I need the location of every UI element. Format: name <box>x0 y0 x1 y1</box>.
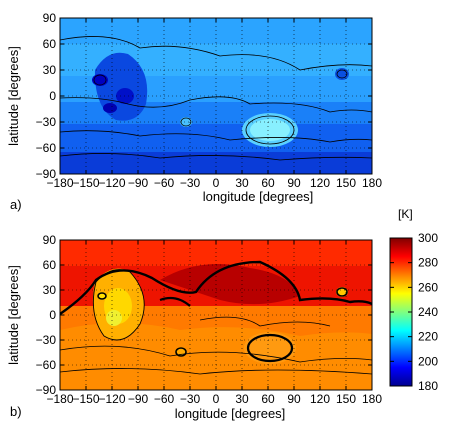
y-tick-label: −30 <box>36 333 57 347</box>
panel-b-xlabel: longitude [degrees] <box>175 406 286 421</box>
y-tick-label: 0 <box>49 89 56 103</box>
panel-a-x-ticks: −180−150−120 −90 −60 −30 0 30 60 90 120 150 180 <box>46 18 382 190</box>
colorbar-tick-label: 180 <box>418 379 438 393</box>
panel-b-x-ticks: −180−150−120 −90 −60 −30 0 30 60 90 120 150 180 <box>46 240 382 406</box>
colorbar: [K] 300 280 260 240 220 200 180 <box>389 207 438 393</box>
colorbar-ticks: 300 280 260 240 220 200 180 <box>390 231 438 393</box>
x-tick-label: −30 <box>180 392 201 406</box>
panel-b-y-ticks: 90 60 30 0 −30 −60 −90 <box>36 233 372 397</box>
colorbar-tick-label: 280 <box>418 256 438 270</box>
y-tick-label: −90 <box>36 383 57 397</box>
x-tick-label: 60 <box>261 176 275 190</box>
y-tick-label: −90 <box>36 167 57 181</box>
x-tick-label: −150 <box>72 392 99 406</box>
panel-a-label: a) <box>10 197 22 212</box>
panel-a-grid <box>60 18 372 174</box>
y-tick-label: 90 <box>43 11 57 25</box>
x-tick-label: −60 <box>154 176 175 190</box>
colorbar-unit-label: [K] <box>398 207 413 221</box>
x-tick-label: −180 <box>46 176 73 190</box>
y-tick-label: 60 <box>43 37 57 51</box>
y-tick-label: 90 <box>43 233 57 247</box>
y-tick-label: −30 <box>36 115 57 129</box>
x-tick-label: 120 <box>310 176 330 190</box>
x-tick-label: 60 <box>261 392 275 406</box>
colorbar-tick-label: 300 <box>418 231 438 245</box>
x-tick-label: 90 <box>287 392 301 406</box>
x-tick-label: 30 <box>235 176 249 190</box>
x-tick-label: −30 <box>180 176 201 190</box>
x-tick-label: 30 <box>235 392 249 406</box>
x-tick-label: 180 <box>362 392 382 406</box>
panel-b-grid <box>60 240 372 390</box>
x-tick-label: 0 <box>213 176 220 190</box>
x-tick-label: 0 <box>213 392 220 406</box>
x-tick-label: −120 <box>98 176 125 190</box>
panel-a-xlabel: longitude [degrees] <box>203 189 314 204</box>
x-tick-label: 90 <box>287 176 301 190</box>
y-tick-label: 60 <box>43 258 57 272</box>
colorbar-tick-label: 220 <box>418 330 438 344</box>
x-tick-label: −60 <box>154 392 175 406</box>
x-tick-label: 120 <box>310 392 330 406</box>
y-tick-label: 30 <box>43 283 57 297</box>
y-tick-label: 0 <box>49 308 56 322</box>
colorbar-tick-label: 200 <box>418 354 438 368</box>
x-tick-label: −120 <box>98 392 125 406</box>
x-tick-label: 150 <box>336 176 356 190</box>
x-tick-label: −150 <box>72 176 99 190</box>
panel-b-ylabel: latitude [degrees] <box>6 265 21 365</box>
x-tick-label: −180 <box>46 392 73 406</box>
panel-a-y-ticks: 90 60 30 0 −30 −60 −90 <box>36 11 372 181</box>
colorbar-tick-label: 260 <box>418 280 438 294</box>
y-tick-label: −60 <box>36 141 57 155</box>
y-tick-label: −60 <box>36 358 57 372</box>
panel-a-ylabel: latitude [degrees] <box>6 46 21 146</box>
y-tick-label: 30 <box>43 63 57 77</box>
x-tick-label: −90 <box>128 392 149 406</box>
colorbar-tick-label: 240 <box>418 305 438 319</box>
x-tick-label: 180 <box>362 176 382 190</box>
x-tick-label: −90 <box>128 176 149 190</box>
panel-b-label: b) <box>10 404 22 419</box>
x-tick-label: 150 <box>336 392 356 406</box>
